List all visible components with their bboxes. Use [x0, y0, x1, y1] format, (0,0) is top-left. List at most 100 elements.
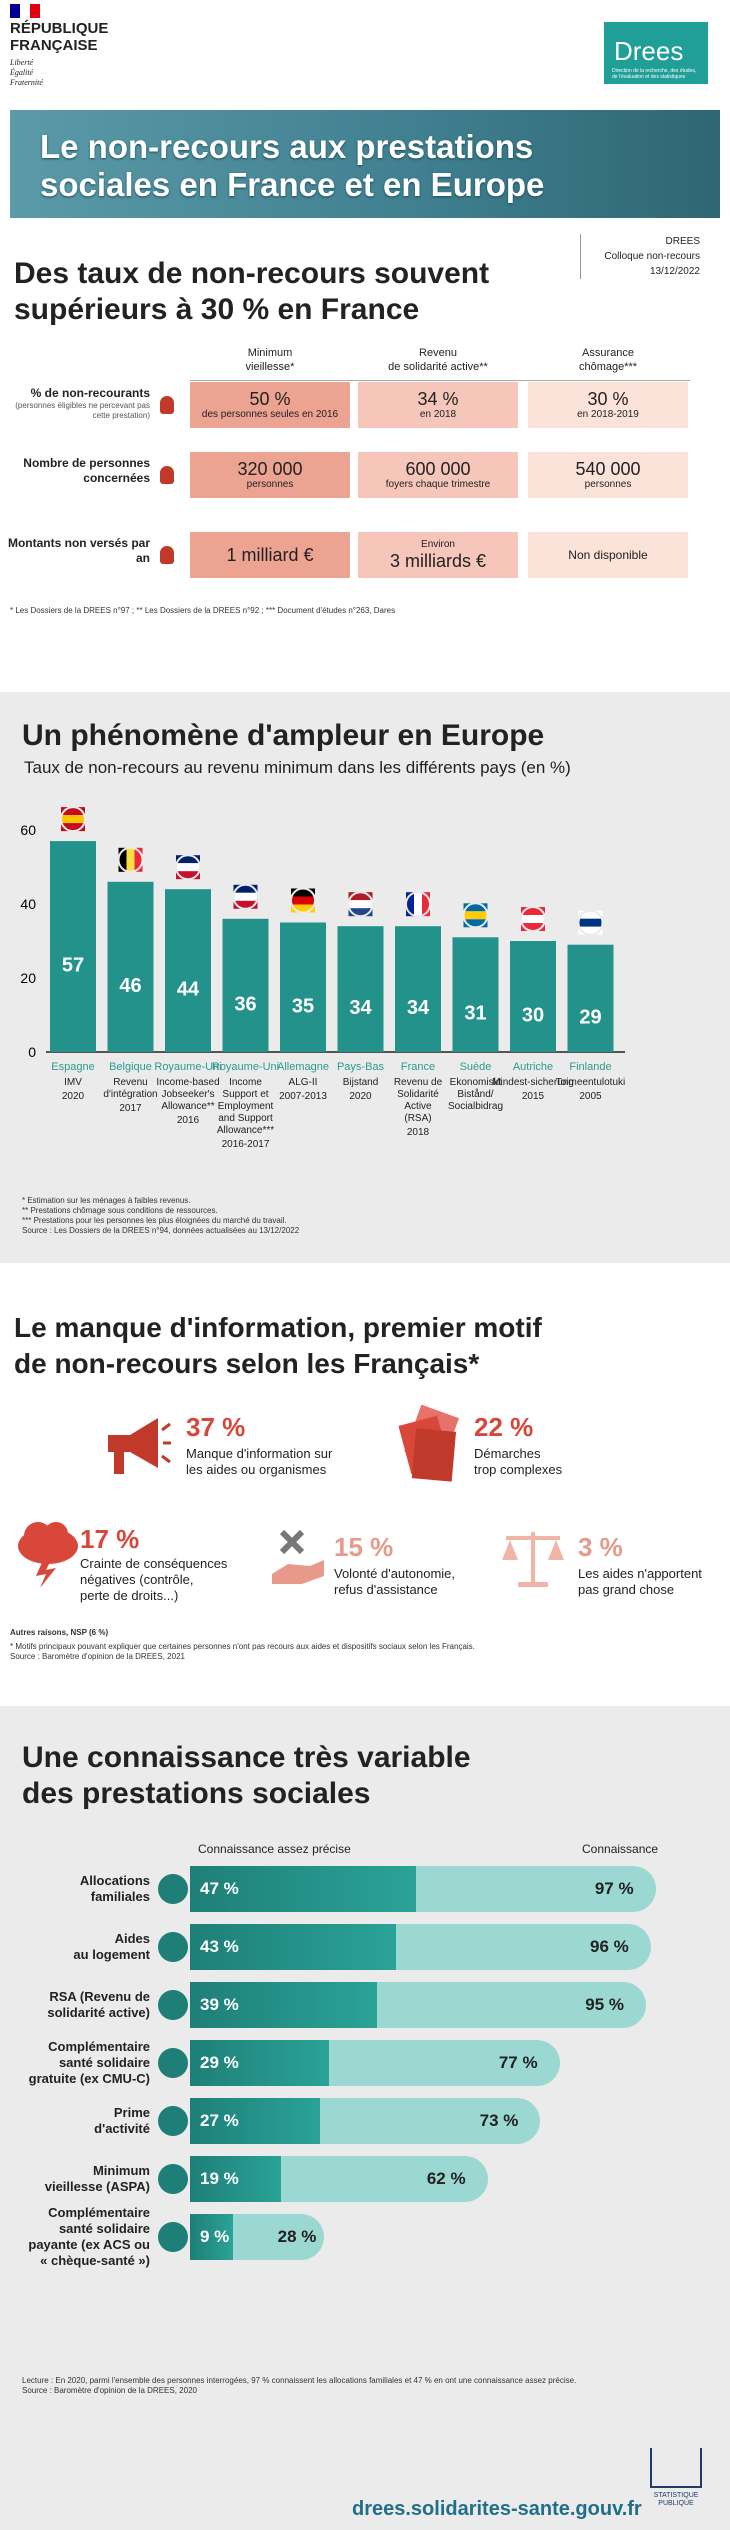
country-label: Autriche [513, 1061, 553, 1073]
known-value: 73 % [479, 2111, 519, 2130]
program-label: Revenu de [394, 1077, 443, 1088]
program-label: Active [404, 1101, 432, 1112]
bar [510, 941, 556, 1052]
precise-bar [190, 2098, 320, 2144]
program-label: ALG-II [289, 1077, 318, 1088]
bar [50, 841, 96, 1052]
bar [452, 937, 499, 1052]
program-label: IMV [64, 1077, 82, 1088]
event-meta: DREES Colloque non-recours 13/12/2022 [580, 234, 700, 279]
bar [222, 918, 269, 1052]
program-label: Mindest-sicherung [492, 1077, 574, 1088]
section2-notes: * Estimation sur les ménages à faibles r… [22, 1196, 300, 1235]
other-reasons: Autres raisons, NSP (6 %) [10, 1628, 109, 1637]
year-label: 2020 [349, 1091, 372, 1102]
year-label: 2015 [522, 1091, 545, 1102]
col-header-3: Assurance chômage*** [578, 347, 638, 373]
precise-value: 19 % [200, 2169, 239, 2188]
precise-value: 47 % [200, 1879, 239, 1898]
reason-label-2: Démarches trop complexes [474, 1446, 563, 1477]
program-label: Employment [218, 1101, 274, 1112]
flag-netherlands-icon [347, 891, 374, 918]
known-value: 97 % [594, 1879, 634, 1898]
storm-cloud-icon [18, 1522, 78, 1588]
flag-uk-icon [175, 854, 201, 881]
marianne-logo [10, 4, 40, 18]
year-label: 2016-2017 [222, 1139, 270, 1150]
benefit-label: Minimum vieillesse (ASPA) [44, 2163, 150, 2194]
page-title: Le non-recours aux prestations sociales e… [40, 128, 545, 203]
table-cell: 30 % en 2018-2019 [528, 382, 688, 428]
precise-value: 29 % [200, 2053, 239, 2072]
country-label: Suède [460, 1061, 492, 1073]
table-cell: 1 milliard € [190, 532, 350, 578]
bar-value-label: 34 [407, 997, 430, 1019]
col-divider [190, 380, 690, 381]
col-known-header: Connaissance [582, 1842, 659, 1856]
reason-label-4: Volonté d'autonomie, refus d'assistance [334, 1566, 456, 1597]
footer-url[interactable]: drees.solidarites-sante.gouv.fr [352, 2498, 642, 2520]
year-label: 2005 [579, 1091, 602, 1102]
program-label: Bijstand [343, 1077, 379, 1088]
europe-bar-chart: 0 20 40 60 57 Espagne IMV 2020 46 Belgique Revenud… [20, 806, 625, 1150]
country-label: Royaume-Uni [212, 1061, 279, 1073]
reason-label-1: Manque d'information sur les aides ou org… [186, 1446, 333, 1477]
person-icon [160, 546, 174, 564]
section4-notes: Lecture : En 2020, parmi l'ensemble des … [22, 2376, 577, 2395]
year-label: 2020 [62, 1091, 85, 1102]
program-label: Toimeentulotuki [556, 1077, 625, 1088]
program-label: d'intégration [103, 1089, 157, 1100]
precise-bar [190, 2156, 282, 2202]
precise-value: 39 % [200, 1995, 239, 2014]
program-label: Solidarité [397, 1089, 439, 1100]
row-header-3: Montants non versés par an [7, 536, 150, 565]
stethoscope-icon [158, 2048, 188, 2078]
table-cell: Non disponible [528, 532, 688, 578]
precise-bar [190, 2214, 234, 2260]
bar-value-label: 57 [62, 955, 84, 977]
y-tick-label: 60 [20, 822, 36, 838]
flag-belgium-icon [117, 846, 144, 873]
bar-value-label: 44 [177, 979, 200, 1001]
country-label: Pays-Bas [337, 1061, 385, 1073]
year-label: 2018 [407, 1127, 430, 1138]
known-bar: 39 % 95 % [190, 1982, 646, 2028]
table-cell: Environ 3 milliards € [358, 532, 518, 578]
papers-icon [398, 1404, 460, 1482]
known-value: 96 % [590, 1937, 629, 1956]
money-icon [158, 2222, 188, 2252]
reason-pct-5: 3 % [578, 1532, 623, 1562]
program-label: Socialbidrag [448, 1101, 503, 1112]
known-value: 62 % [426, 2169, 466, 2188]
reason-label-3: Crainte de conséquences négatives (contrô… [80, 1556, 228, 1603]
col-header-2: Revenu de solidarité active** [388, 347, 488, 373]
known-bar: 27 % 73 % [190, 2098, 541, 2144]
precise-value: 9 % [200, 2227, 230, 2246]
benefit-label: Allocations familiales [79, 1873, 150, 1904]
y-tick-label: 20 [20, 970, 36, 986]
country-label: Espagne [51, 1061, 94, 1073]
bar-value-label: 35 [292, 995, 314, 1017]
precise-value: 27 % [200, 2111, 239, 2130]
table-cell: 34 % en 2018 [358, 382, 518, 428]
bar-value-label: 29 [579, 1006, 601, 1028]
known-value: 28 % [277, 2227, 317, 2246]
bar [280, 922, 326, 1052]
bar-value-label: 46 [119, 975, 141, 997]
reason-pct-1: 37 % [186, 1412, 246, 1442]
year-label: 2016 [177, 1115, 200, 1126]
known-bar: 47 % 97 % [190, 1866, 656, 1912]
flag-france-icon [405, 891, 431, 918]
handshake-icon [158, 1990, 188, 2020]
table-cell: 540 000 personnes [528, 452, 688, 498]
bar-value-label: 34 [349, 997, 372, 1019]
bar [567, 944, 614, 1052]
known-bar: 19 % 62 % [190, 2156, 488, 2202]
bar [337, 926, 384, 1052]
y-tick-label: 40 [20, 896, 36, 912]
program-label: Support et [222, 1089, 268, 1100]
bar [107, 881, 154, 1052]
country-label: Royaume-Uni [154, 1061, 221, 1073]
known-bar: 9 % 28 % [190, 2214, 325, 2260]
flag-spain-icon [60, 806, 86, 833]
